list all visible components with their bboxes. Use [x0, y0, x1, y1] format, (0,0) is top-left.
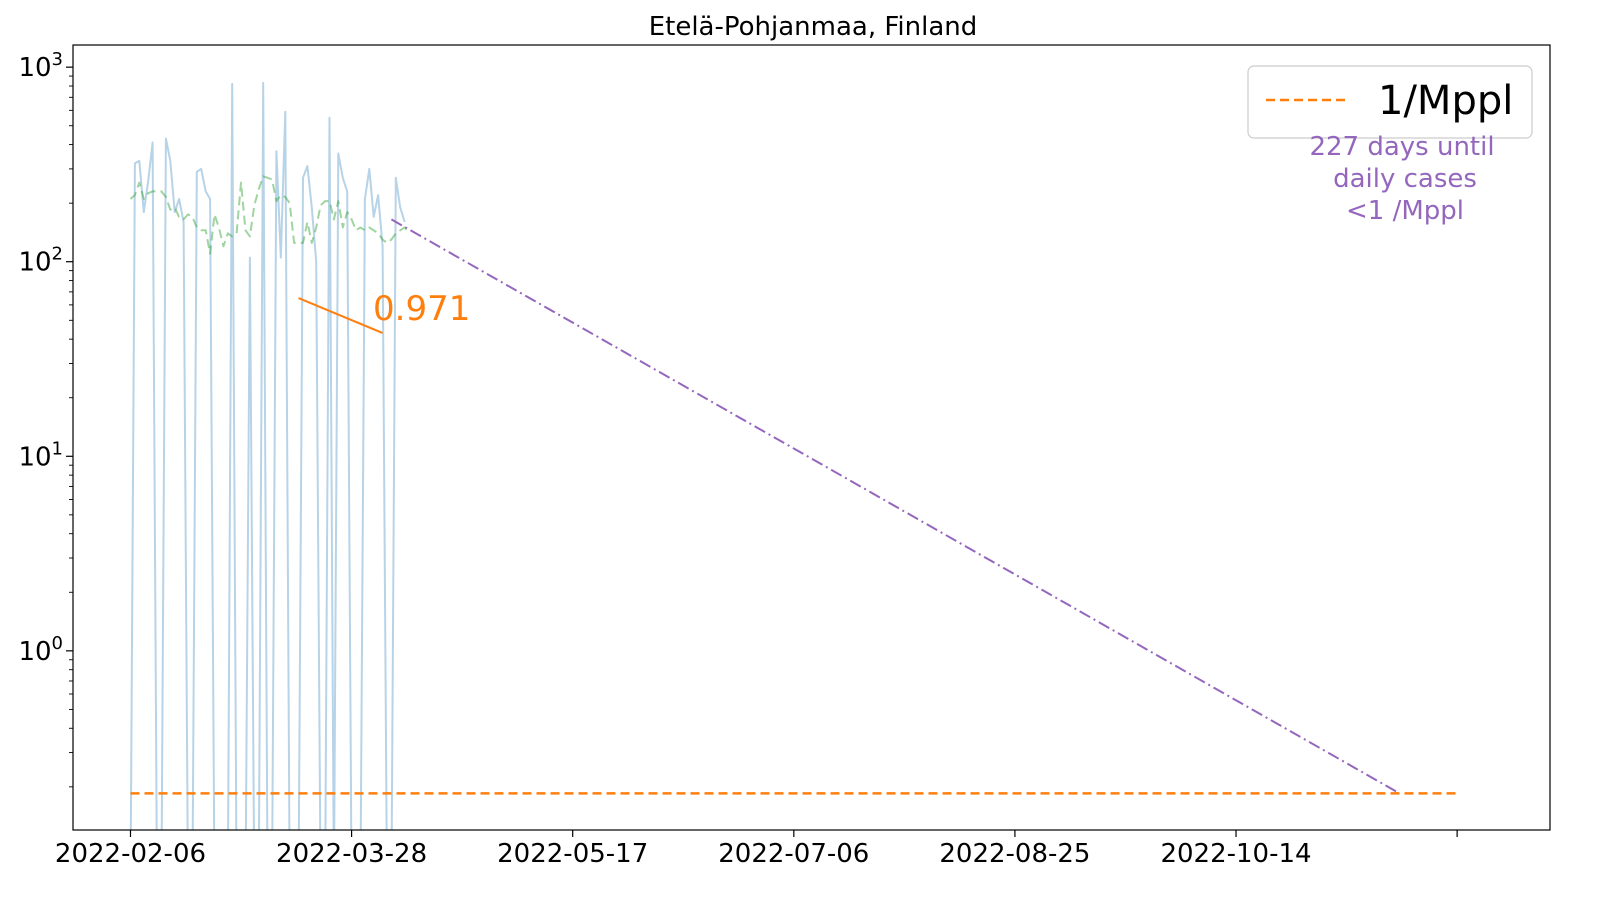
- x-tick-label: 2022-02-06: [55, 839, 206, 869]
- plot-frame: [72, 44, 1551, 831]
- days-until-line-2: daily cases: [1333, 164, 1477, 194]
- y-tick-label: 100: [18, 633, 63, 667]
- y-tick-label: 101: [18, 438, 63, 472]
- y-tick-label: 103: [18, 49, 63, 83]
- series-line-rolling-average: [129, 175, 410, 255]
- days-until-line-3: <1 /Mppl: [1346, 196, 1464, 226]
- days-until-annotation: 227 days until daily cases <1 /Mppl: [1309, 132, 1494, 226]
- x-tick-label: 2022-08-25: [939, 839, 1090, 869]
- axes: 2022-02-06 2022-03-28 2022-05-17 2022-07-06…: [18, 49, 1458, 869]
- days-until-line-1: 227 days until: [1309, 132, 1494, 162]
- plot-area: [129, 81, 1458, 830]
- legend: 1/Mppl: [1247, 65, 1533, 139]
- legend-label-threshold: 1/Mppl: [1378, 78, 1513, 124]
- chart-title: Etelä-Pohjanmaa, Finland: [649, 12, 978, 42]
- series-line-projection: [390, 218, 1401, 795]
- x-tick-label: 2022-10-14: [1160, 839, 1311, 869]
- series-line-daily: [129, 81, 406, 830]
- legend-box: [1247, 65, 1533, 139]
- slope-label: 0.971: [373, 289, 470, 329]
- series-line-slope-segment: [298, 297, 383, 334]
- x-tick-label: 2022-05-17: [497, 839, 648, 869]
- series-group: [129, 81, 1458, 830]
- y-tick-label: 102: [18, 244, 63, 278]
- x-tick-label: 2022-07-06: [718, 839, 869, 869]
- x-tick-label: 2022-03-28: [276, 839, 427, 869]
